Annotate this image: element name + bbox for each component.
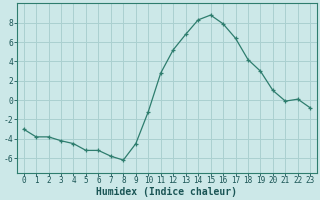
X-axis label: Humidex (Indice chaleur): Humidex (Indice chaleur): [96, 186, 237, 197]
